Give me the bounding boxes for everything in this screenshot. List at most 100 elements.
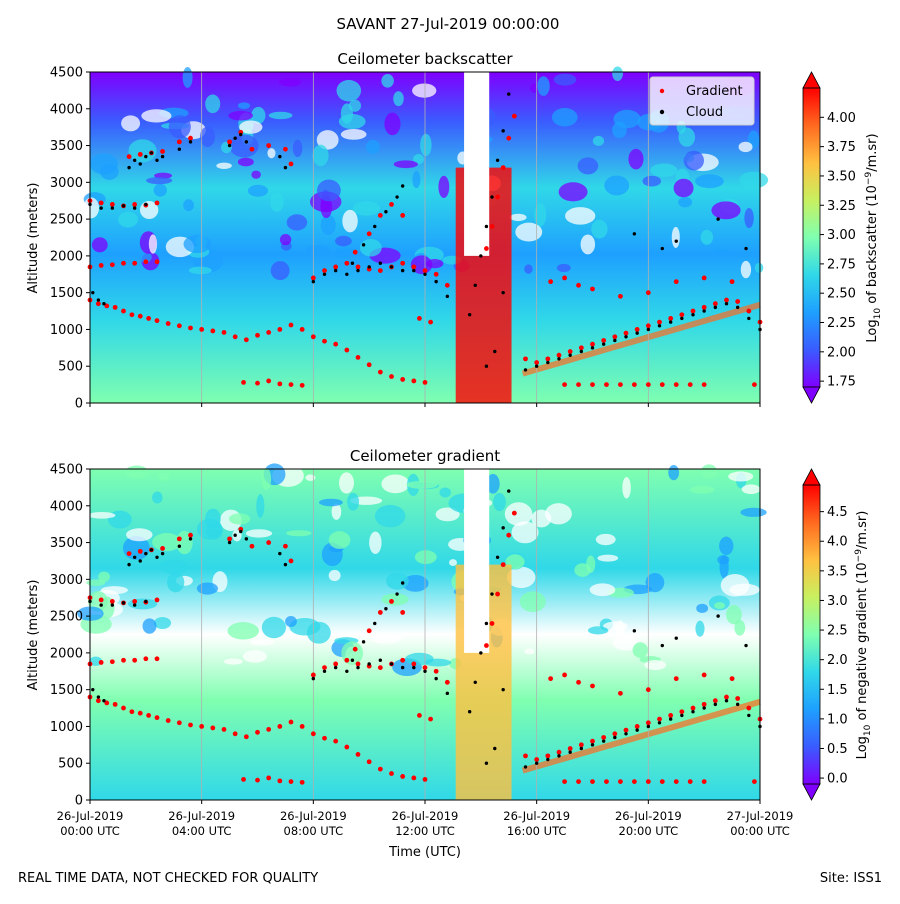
cloud-point — [613, 338, 617, 343]
gradient-point — [562, 275, 567, 281]
gradient-point — [612, 731, 618, 737]
gradient-point — [735, 299, 741, 304]
cloud-point — [484, 761, 489, 765]
cloud-point — [624, 335, 628, 339]
cloud-point — [227, 540, 232, 545]
cloud-point — [657, 324, 662, 328]
colorbar-scale — [803, 88, 820, 387]
field-patch — [509, 213, 527, 222]
field-patch — [556, 263, 571, 273]
cloud-point — [467, 313, 472, 317]
cloud-point — [345, 669, 349, 673]
gradient-point — [112, 701, 118, 707]
field-patch — [331, 503, 342, 520]
gradient-point — [132, 260, 138, 266]
field-patch — [83, 197, 100, 219]
cloud-point — [99, 603, 103, 607]
gradient-point — [484, 643, 489, 648]
cloud-point — [747, 713, 751, 718]
gradient-point — [618, 690, 623, 696]
y-tick-label: 4000 — [50, 102, 83, 117]
gradient-point — [578, 742, 584, 748]
field-patch — [91, 237, 108, 253]
gradient-point — [746, 308, 752, 314]
field-patch — [141, 109, 172, 123]
field-patch — [239, 120, 263, 134]
field-patch — [216, 162, 232, 169]
cloud-point — [132, 158, 137, 162]
cloud-point — [244, 537, 249, 541]
cloud-point — [668, 717, 673, 721]
field-patch — [370, 633, 402, 644]
gradient-point — [277, 724, 283, 729]
gradient-panel: Ceilometer gradient 0 500 1000 1500 2000 2500… — [26, 447, 873, 860]
cloud-point — [724, 302, 729, 306]
cloud-point — [501, 290, 505, 295]
gradient-point — [444, 282, 450, 288]
field-patch — [245, 529, 273, 538]
legend-cloud-marker — [659, 109, 665, 115]
field-patch — [229, 134, 259, 158]
gradient-point — [333, 738, 339, 744]
y-tick-label: 2000 — [50, 249, 83, 264]
field-patch — [644, 660, 667, 670]
field-patch — [622, 476, 631, 499]
field-patch — [340, 103, 353, 124]
cloud-point — [160, 551, 165, 556]
gradient-point — [659, 779, 665, 785]
field-patch — [279, 77, 302, 87]
colorbar-max-arrow — [802, 468, 821, 486]
field-patch — [645, 573, 665, 593]
gradient-point — [283, 146, 288, 152]
legend-gradient-marker — [659, 88, 665, 94]
field-patch — [227, 622, 259, 640]
x-tick-label: 26-Jul-2019 — [615, 809, 682, 823]
colorbar-tick-label: 3.5 — [827, 564, 848, 579]
gradient-point — [377, 610, 383, 615]
cloud-point — [412, 665, 416, 670]
field-patch — [519, 591, 546, 613]
field-patch — [449, 559, 458, 566]
cloud-point — [557, 357, 561, 361]
gradient-point — [673, 779, 679, 785]
gradient-point — [400, 377, 406, 382]
cloud-point — [445, 294, 450, 299]
field-patch — [754, 262, 764, 273]
field-patch — [381, 74, 394, 88]
field-patch — [741, 484, 761, 495]
gradient-point — [165, 718, 171, 723]
gradient-point — [601, 735, 607, 740]
gradient-point — [98, 200, 104, 206]
gradient-point — [623, 330, 629, 336]
colorbar-tick-label: 4.0 — [827, 535, 848, 550]
cloud-point — [91, 687, 95, 692]
field-patch — [127, 598, 158, 610]
cloud-point — [473, 283, 477, 288]
gradient-point — [266, 726, 272, 732]
cloud-point — [507, 92, 511, 96]
cloud-point — [395, 592, 399, 596]
cloud-point — [356, 665, 360, 670]
gradient-point — [556, 352, 562, 358]
colorbar-tick-label: 3.00 — [827, 228, 856, 243]
gradient-point — [176, 323, 182, 329]
cloud-point — [484, 364, 489, 368]
gradient-point — [567, 349, 573, 354]
cloud-point — [501, 526, 505, 530]
colorbar-frame — [802, 484, 821, 785]
cloud-point — [523, 765, 528, 769]
field-patch — [152, 491, 163, 504]
x-tick-label: 04:00 UTC — [172, 824, 232, 838]
field-patch — [545, 503, 572, 525]
gradient-point — [241, 380, 246, 385]
y-tick-label: 0 — [75, 794, 83, 809]
gradient-point — [562, 672, 567, 678]
cloud-point — [239, 529, 243, 534]
field-patch — [167, 572, 185, 593]
gradient-point — [132, 657, 138, 663]
cloud-point — [278, 551, 282, 556]
gradient-point — [310, 275, 316, 281]
cloud-point — [132, 206, 137, 210]
x-tick-label: 26-Jul-2019 — [503, 809, 570, 823]
gradient-point — [129, 312, 135, 318]
